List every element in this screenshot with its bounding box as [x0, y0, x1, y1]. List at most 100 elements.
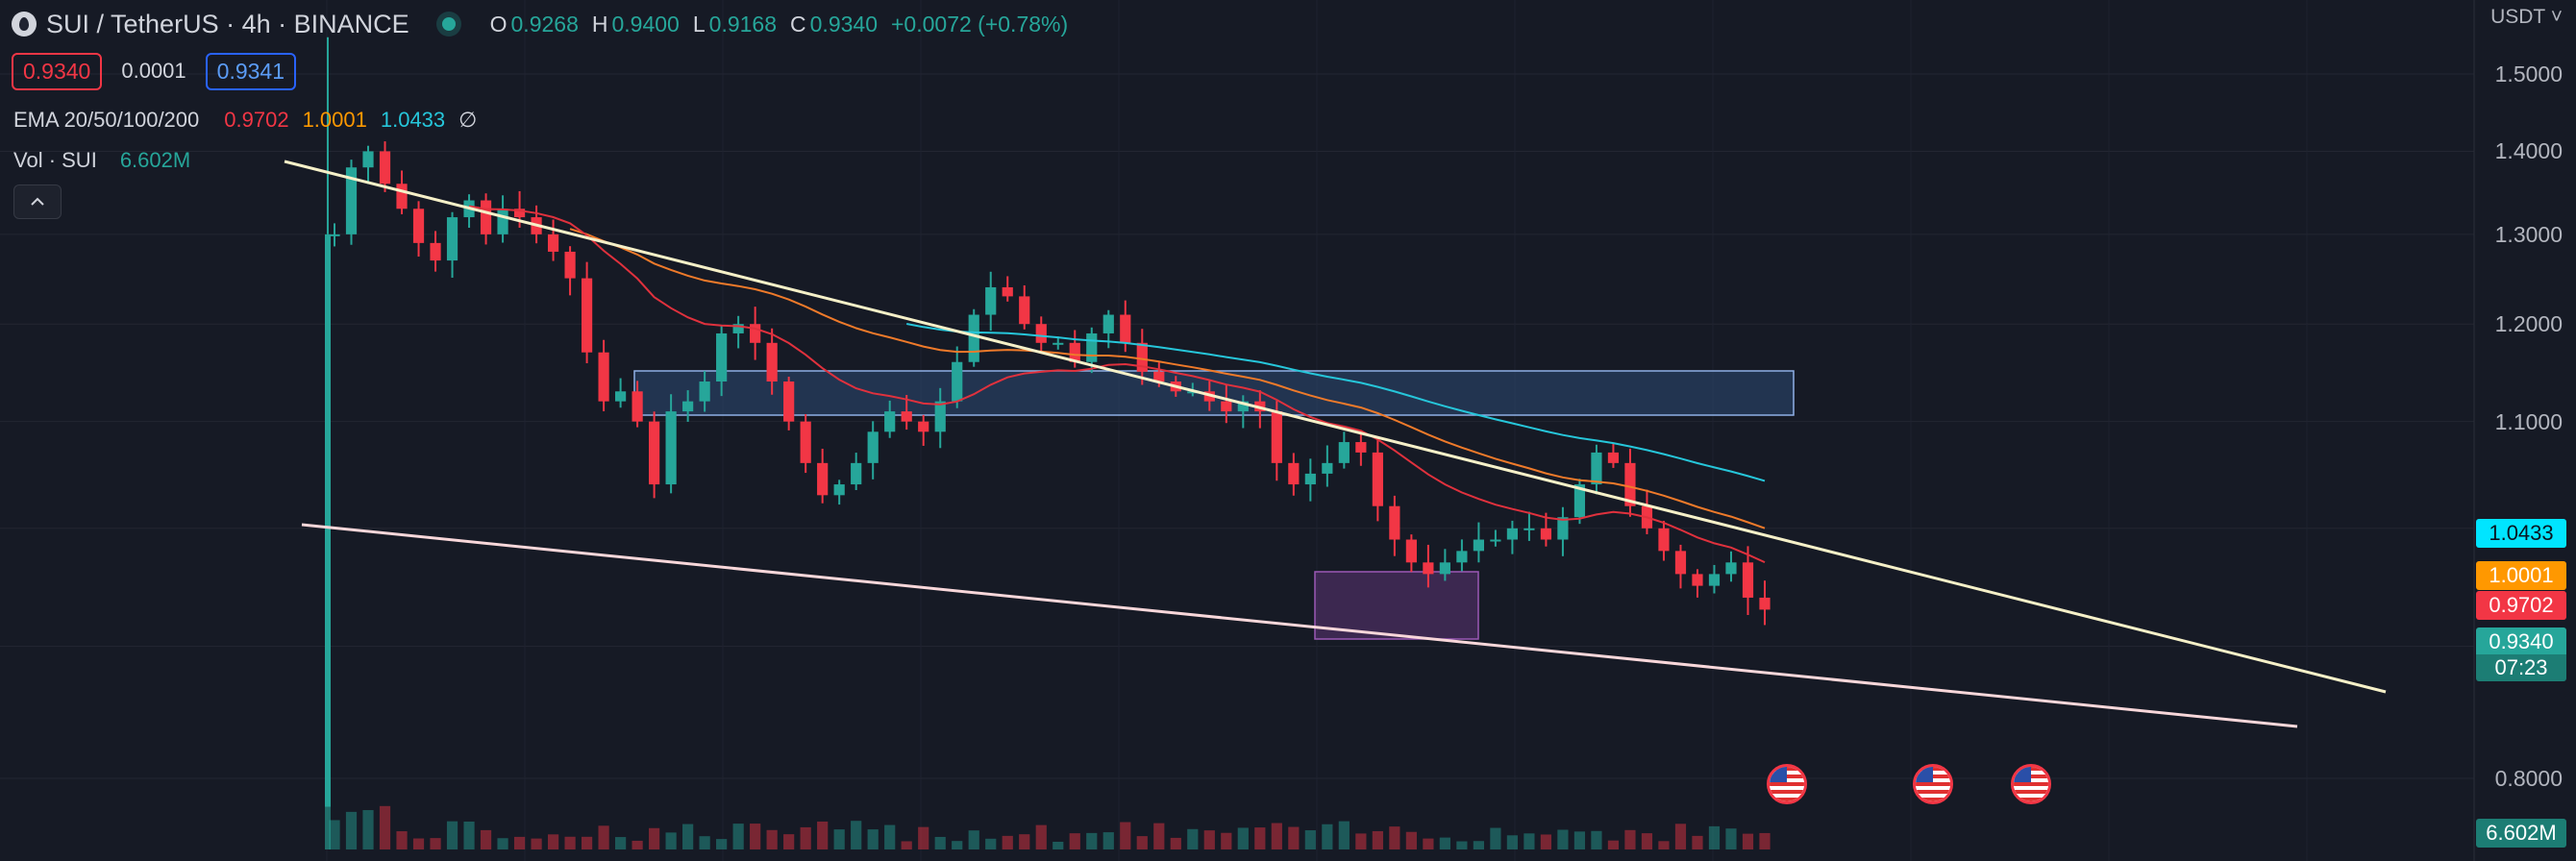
volume-bar: [682, 824, 694, 849]
volume-bar: [732, 824, 744, 849]
ema50-line: [569, 228, 1766, 529]
close-label: C: [790, 11, 806, 37]
candle: [985, 286, 997, 315]
candle: [1136, 342, 1148, 372]
ema100-value: 1.0433: [380, 108, 446, 132]
volume-bar: [833, 829, 845, 849]
us-flag-event-icon[interactable]: [1767, 764, 1807, 804]
volume-bar: [716, 839, 728, 849]
ema100-line: [906, 323, 1766, 482]
price-axis-label: 1.2000: [2494, 311, 2563, 337]
volume-label: Vol · SUI: [13, 148, 97, 172]
candle: [1035, 324, 1047, 343]
volume-bar: [1456, 841, 1468, 849]
candle: [665, 411, 677, 485]
price-axis-label: 1.5000: [2494, 62, 2563, 86]
volume-bar: [531, 838, 542, 849]
candle: [362, 151, 374, 168]
candle: [598, 352, 609, 402]
candle: [1405, 539, 1417, 563]
open-value: 0.9268: [510, 11, 579, 37]
volume-bar: [1304, 830, 1316, 849]
candle: [1540, 528, 1552, 540]
candle: [783, 381, 795, 422]
volume-bar: [497, 838, 508, 849]
candle: [682, 401, 694, 412]
volume-bar: [1086, 832, 1098, 849]
candle: [497, 209, 508, 234]
volume-bar: [1271, 823, 1282, 849]
volume-bar: [1473, 841, 1485, 849]
currency-selector[interactable]: USDT ˅: [2490, 6, 2563, 29]
buy-button[interactable]: 0.9341: [205, 52, 297, 90]
bid-ask-row: 0.9340 0.0001 0.9341: [12, 50, 297, 92]
candle: [968, 314, 979, 362]
candle: [480, 200, 492, 234]
volume-bar: [1573, 831, 1586, 849]
candle: [412, 209, 425, 243]
ema-legend[interactable]: EMA 20/50/100/200 0.9702 1.0001 1.0433 ∅: [13, 106, 477, 135]
volume-bar: [632, 840, 643, 849]
volume-bars: [325, 780, 1771, 849]
volume-bar: [547, 834, 559, 849]
volume-bar: [1338, 821, 1350, 849]
candle: [1355, 442, 1367, 453]
chart-grid: [0, 0, 2474, 861]
candle: [1423, 562, 1434, 575]
sell-button[interactable]: 0.9340: [12, 52, 103, 90]
candle: [379, 151, 391, 184]
open-label: O: [489, 11, 508, 37]
volume-bar: [446, 821, 458, 849]
volume-bar: [918, 826, 929, 849]
candle: [1607, 452, 1620, 463]
candle: [1742, 562, 1754, 598]
volume-legend[interactable]: Vol · SUI 6.602M: [13, 146, 190, 175]
volume-bar: [783, 834, 795, 849]
sui-logo-icon: [12, 12, 37, 37]
candle: [766, 342, 778, 382]
market-status-icon[interactable]: [441, 17, 456, 31]
collapse-legend-button[interactable]: [13, 184, 62, 219]
us-flag-event-icon[interactable]: [1913, 764, 1953, 804]
us-flag-event-icon[interactable]: [2011, 764, 2051, 804]
volume-bar: [1237, 827, 1249, 849]
candle: [1372, 452, 1383, 506]
candle: [1288, 462, 1300, 485]
bar-countdown-tag: 07:23: [2476, 654, 2566, 681]
price-axis-label: 1.3000: [2494, 221, 2563, 247]
candle: [1506, 528, 1519, 540]
volume-bar: [412, 838, 425, 849]
candle: [547, 234, 559, 252]
volume-bar: [325, 780, 331, 849]
candle: [1221, 401, 1232, 412]
volume-bar: [564, 836, 576, 849]
candle: [867, 431, 879, 463]
chevron-up-icon: [31, 197, 44, 206]
volume-bar: [1120, 822, 1131, 849]
candle: [1153, 371, 1165, 382]
volume-bar: [1523, 833, 1535, 849]
volume-bar: [1708, 825, 1721, 849]
ema100-price-tag: 1.0433: [2476, 519, 2566, 548]
candle: [564, 251, 576, 279]
candle: [1759, 597, 1771, 610]
candle: [1692, 574, 1703, 586]
candle: [345, 167, 358, 234]
upper-trendline[interactable]: [284, 160, 2387, 694]
currency-label: USDT: [2490, 6, 2545, 28]
candle: [513, 209, 526, 218]
candle: [817, 462, 829, 496]
candle: [1674, 551, 1687, 575]
candle: [649, 421, 660, 485]
volume-bar: [1439, 837, 1450, 849]
symbol-title[interactable]: SUI / TetherUS · 4h · BINANCE: [46, 9, 409, 38]
volume-bar: [1490, 827, 1501, 849]
accumulation-zone[interactable]: [1314, 571, 1479, 640]
candle: [1490, 539, 1501, 542]
candle: [1573, 484, 1586, 518]
candle: [1591, 452, 1602, 485]
volume-bar: [1557, 829, 1569, 849]
lower-trendline[interactable]: [301, 523, 2298, 728]
